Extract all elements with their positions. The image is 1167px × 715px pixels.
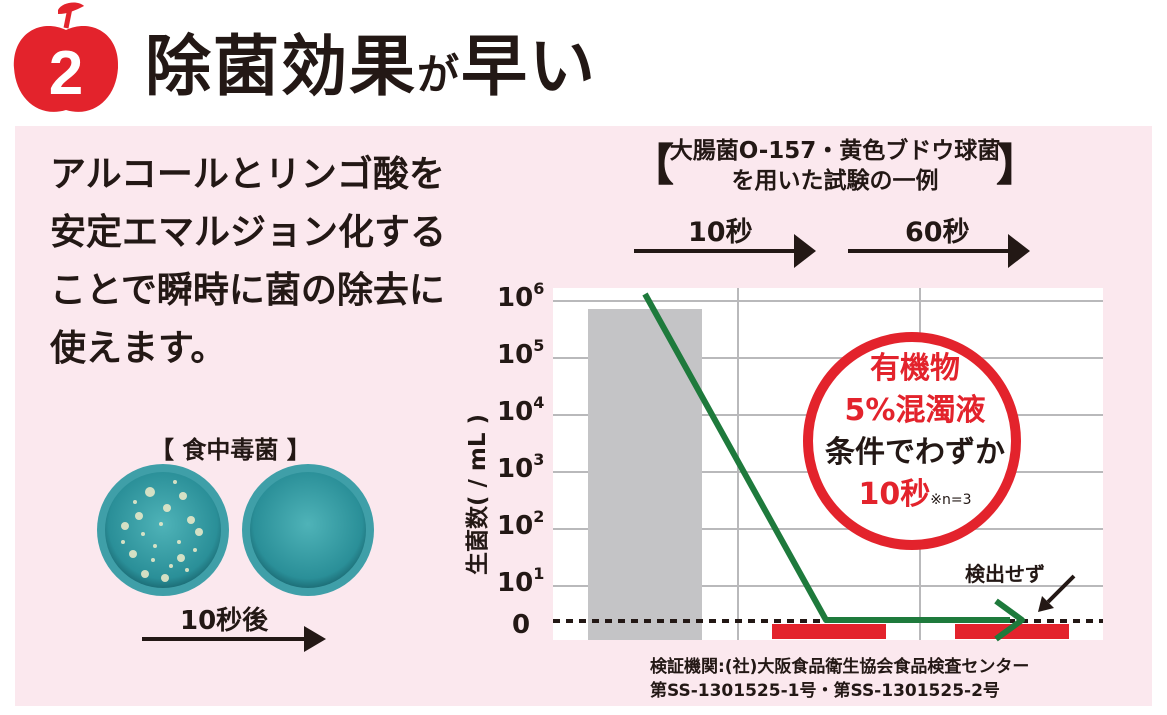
apple-number-badge: 2 [13,2,119,112]
condition-line: を用いた試験の一例 [731,168,939,194]
phase-label-60s: 60秒 [905,217,970,248]
colony [185,568,189,572]
colony [193,548,197,552]
callout-circle [803,332,1021,550]
bar [955,624,1069,639]
colony [195,528,203,536]
y-tick-label: 103 [497,450,545,484]
undetected-label: 検出せず [965,562,1045,586]
apple-icon [13,26,119,112]
colony [145,487,155,497]
y-tick-label: 101 [497,564,545,598]
colony [121,522,129,530]
colony [129,550,137,558]
source-line: 検証機関:(社)大阪食品衛生協会食品検査センター [650,657,1030,677]
y-tick-label: 104 [497,393,545,427]
title-end: 早い [461,28,598,105]
callout-line: 有機物 [870,351,960,386]
colony [141,532,145,536]
colony [135,512,143,520]
description: アルコールとリンゴ酸を 安定エマルジョン化する ことで瞬時に菌の除去に 使えます… [50,146,470,378]
description-line: アルコールとリンゴ酸を [50,154,445,195]
colony [133,500,137,504]
y-tick-label: 102 [497,507,545,541]
phase-arrows [634,234,1030,268]
title-particle: が [417,50,462,99]
phase-arrow-icon [848,234,1030,268]
y-tick-label: 105 [497,336,545,370]
dish-arrow-icon [142,626,326,652]
bar [772,624,886,639]
source-line: 第SS-1301525-1号・第SS-1301525-2号 [650,681,1000,701]
colony [121,540,125,544]
trend-arrowhead-icon [994,598,1025,642]
contaminated-dish-icon [97,464,229,596]
callout-line: 条件でわずか [825,435,1005,470]
colony [141,570,149,578]
callout-line: 10秒 [858,477,931,512]
bar [588,309,702,640]
description-line: ことで瞬時に菌の除去に [50,270,445,311]
colony [161,574,169,582]
callout-line: 5%混濁液 [844,393,986,428]
condition-line: 大腸菌O-157・黄色ブドウ球菌 [669,138,1001,164]
phase-label-10s: 10秒 [688,217,753,248]
callout-text: 有機物 5%混濁液 条件でわずか 10秒※n=3 [815,348,1015,521]
bracket-close: 】 [996,140,1040,191]
colony [159,522,163,526]
y-tick-label: 0 [512,610,531,640]
phase-arrow-icon [634,234,816,268]
colony [163,504,171,512]
title-main: 除菌効果 [145,28,417,105]
dish-caption: 10秒後 [180,606,269,636]
colony [179,492,187,500]
petri-dishes [97,464,374,596]
description-line: 使えます。 [50,328,227,369]
colony [173,480,177,484]
apple-stem-icon [63,7,73,29]
colony [177,540,181,544]
colony [169,564,173,568]
colony [177,554,185,562]
pointer-arrowhead-icon [1038,596,1054,612]
trend-arrow [642,292,1010,623]
source-note: 検証機関:(社)大阪食品衛生協会食品検査センター 第SS-1301525-1号・… [650,655,1029,703]
pointer-arrow [1046,574,1076,604]
badge-number: 2 [49,39,83,108]
y-tick-label: 106 [497,279,545,313]
dish-label: 【 食中毒菌 】 [150,436,311,464]
clean-dish-icon [242,464,374,596]
test-condition-title: 【 大腸菌O-157・黄色ブドウ球菌 を用いた試験の一例 】 [630,136,1040,196]
bracket-open: 【 [630,140,674,191]
colony [187,516,195,524]
colony [151,558,155,562]
description-line: 安定エマルジョン化する [50,212,447,253]
page-title: 除菌効果が早い [145,34,597,100]
callout-note: ※n=3 [930,492,972,508]
colony [153,544,157,548]
